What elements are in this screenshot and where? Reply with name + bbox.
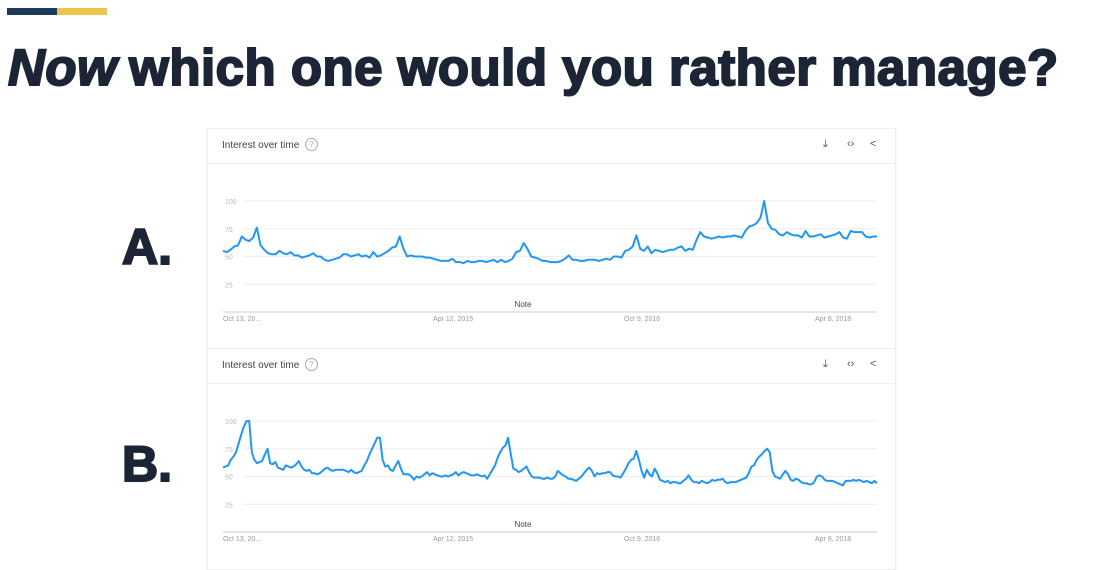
y-tick-label: 50 <box>225 255 233 262</box>
title-emphasis: Now <box>7 38 118 97</box>
y-tick-label: 25 <box>225 282 233 289</box>
share-icon[interactable]: < <box>870 358 877 370</box>
series-line <box>222 420 878 487</box>
option-label-a: A. <box>121 218 173 276</box>
accent-bar-yellow <box>57 8 107 15</box>
x-tick-label: Apr 8, 2018 <box>815 536 851 543</box>
x-tick-label: Oct 13, 20... <box>223 536 261 543</box>
series-line <box>222 200 877 265</box>
line-chart: 25 50 75 100 Oct 13, 20... Apr 12, 2015 Oct 9,… <box>222 419 878 543</box>
note-marker: Note <box>515 520 532 529</box>
x-tick-label: Apr 12, 2015 <box>433 316 473 323</box>
chart-card-a: Interest over time ? ⤓ ‹› < 25 50 75 100 Oct… <box>207 128 896 350</box>
y-tick-label: 75 <box>225 227 233 234</box>
y-tick-label: 25 <box>225 502 233 509</box>
x-tick-label: Oct 9, 2016 <box>624 316 660 323</box>
download-icon[interactable]: ⤓ <box>823 138 828 150</box>
y-tick-label: 100 <box>225 419 237 426</box>
x-tick-label: Oct 9, 2016 <box>624 536 660 543</box>
y-tick-label: 100 <box>225 199 237 206</box>
card-header: Interest over time ? ⤓ ‹› < <box>208 129 895 164</box>
y-tick-label: 50 <box>225 475 233 482</box>
card-header: Interest over time ? ⤓ ‹› < <box>208 349 895 384</box>
y-tick-label: 75 <box>225 447 233 454</box>
slide-title: Now which one would you rather manage? <box>7 38 1059 97</box>
x-tick-label: Oct 13, 20... <box>223 316 261 323</box>
x-tick-label: Apr 12, 2015 <box>433 536 473 543</box>
share-icon[interactable]: < <box>870 138 877 150</box>
option-label-b: B. <box>121 435 173 493</box>
accent-bar-navy <box>7 8 57 15</box>
embed-icon[interactable]: ‹› <box>847 138 855 150</box>
line-chart: 25 50 75 100 Oct 13, 20... Apr 12, 2015 Oct 9,… <box>222 199 877 323</box>
download-icon[interactable]: ⤓ <box>823 358 828 370</box>
x-tick-label: Apr 8, 2018 <box>815 316 851 323</box>
chart-card-b: Interest over time ? ⤓ ‹› < 25 50 75 100 Oct… <box>207 348 896 570</box>
help-icon[interactable]: ? <box>305 138 318 151</box>
title-rest: which one would you rather manage? <box>128 38 1059 97</box>
chart-title: Interest over time <box>222 140 300 151</box>
help-icon[interactable]: ? <box>305 358 318 371</box>
note-marker: Note <box>515 300 532 309</box>
chart-title: Interest over time <box>222 360 300 371</box>
embed-icon[interactable]: ‹› <box>847 358 855 370</box>
